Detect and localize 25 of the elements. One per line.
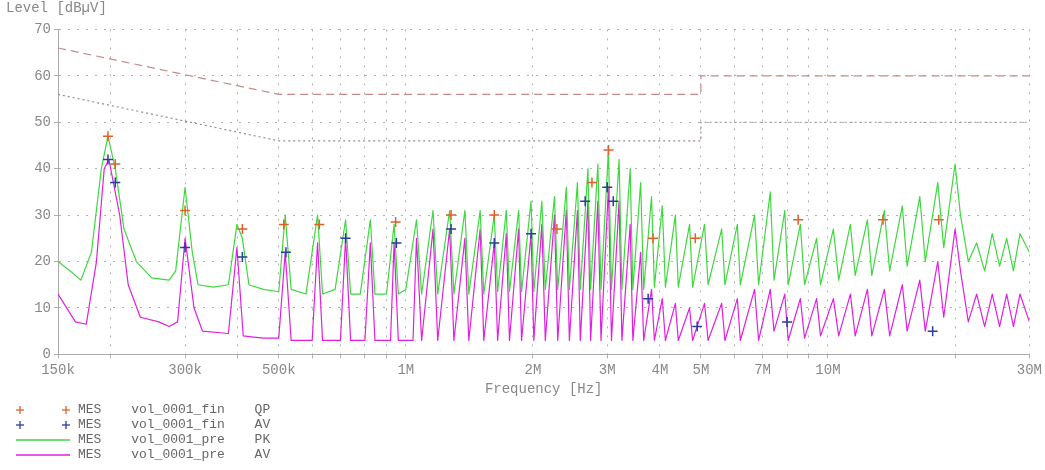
y-tick-label: 50 <box>34 113 51 130</box>
x-tick-label: 1M <box>397 361 415 378</box>
x-tick-label: 30M <box>1016 361 1043 378</box>
x-tick-label: 300k <box>168 361 202 378</box>
y-tick-label: 60 <box>34 67 51 84</box>
y-tick-label: 0 <box>42 346 51 363</box>
y-tick-label: 10 <box>34 299 51 316</box>
x-tick-label: 10M <box>815 361 841 378</box>
y-tick-label: 20 <box>34 253 51 270</box>
x-tick-label: 500k <box>261 361 296 378</box>
y-tick-label: 70 <box>34 21 51 38</box>
legend-label: MES vol_0001_pre PK <box>78 432 271 447</box>
y-axis-title: Level [dBµV] <box>5 0 108 18</box>
x-tick-label: 7M <box>754 361 771 378</box>
y-tick-label: 30 <box>34 206 51 223</box>
x-tick-label: 2M <box>524 361 542 378</box>
x-axis-title: Frequency [Hz] <box>484 381 603 398</box>
x-tick-label: 5M <box>692 361 710 378</box>
y-tick-label: 40 <box>34 160 51 177</box>
x-tick-label: 4M <box>651 361 669 378</box>
x-tick-label: 3M <box>598 361 616 378</box>
legend-label: MES vol_0001_pre AV <box>78 447 271 462</box>
legend-label: MES vol_0001_fin AV <box>78 417 271 432</box>
legend-label: MES vol_0001_fin QP <box>78 402 271 417</box>
x-tick-label: 150k <box>41 361 75 378</box>
